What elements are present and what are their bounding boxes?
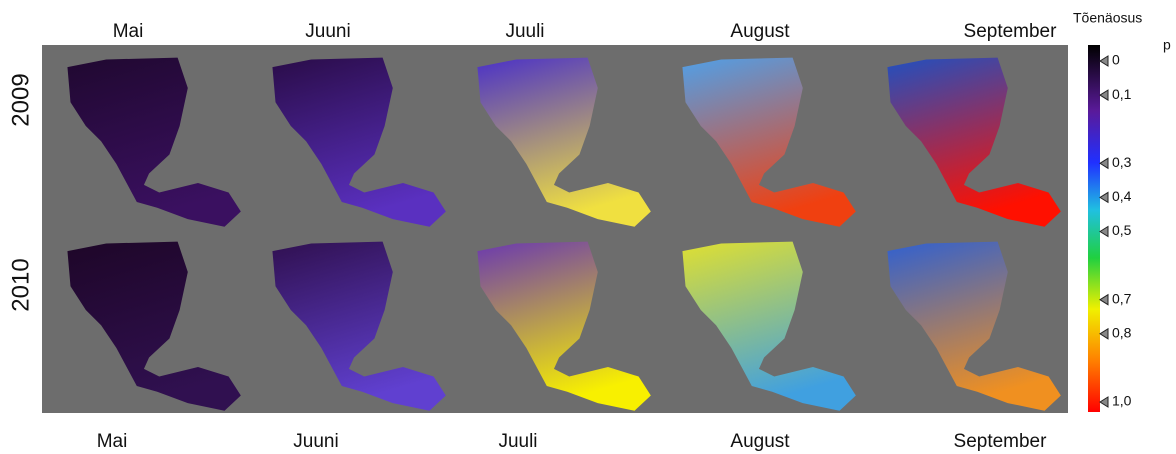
column-label: Juuli <box>498 431 537 452</box>
column-label: September <box>964 21 1058 42</box>
colorbar-tick <box>1100 397 1108 407</box>
row-label: 2009 <box>7 73 34 126</box>
column-label: Mai <box>97 431 128 452</box>
colorbar-tick-label: 0,8 <box>1112 325 1132 341</box>
column-label: Juuli <box>505 21 544 42</box>
colorbar-tick <box>1100 192 1108 202</box>
column-label: August <box>730 21 790 42</box>
colorbar-tick-label: 0,1 <box>1112 86 1132 102</box>
colorbar-tick <box>1100 90 1108 100</box>
colorbar-tick <box>1100 56 1108 66</box>
colorbar-tick <box>1100 329 1108 339</box>
row-label: 2010 <box>7 258 34 311</box>
figure: Mai Juuni Juuli August September Mai Juuni Juul… <box>0 0 1176 454</box>
colorbar-tick <box>1100 158 1108 168</box>
colorbar-tick-label: 0 <box>1112 52 1120 68</box>
colorbar-tick-label: 0,7 <box>1112 290 1132 306</box>
column-label: September <box>954 431 1048 452</box>
colorbar-tick-label: 0,5 <box>1112 222 1132 238</box>
colorbar-tick-label: 0,4 <box>1112 188 1132 204</box>
colorbar-subtitle: p <box>1163 37 1171 53</box>
colorbar-title: Tõenäosus <box>1073 10 1142 26</box>
column-label: Juuni <box>293 431 338 452</box>
column-label: Juuni <box>305 21 350 42</box>
colorbar-tick-label: 0,3 <box>1112 154 1132 170</box>
column-label: Mai <box>113 21 144 42</box>
colorbar-tick <box>1100 295 1108 305</box>
colorbar-tick <box>1100 227 1108 237</box>
colorbar <box>1088 45 1100 412</box>
column-label: August <box>730 431 790 452</box>
colorbar-tick-label: 1,0 <box>1112 393 1132 409</box>
